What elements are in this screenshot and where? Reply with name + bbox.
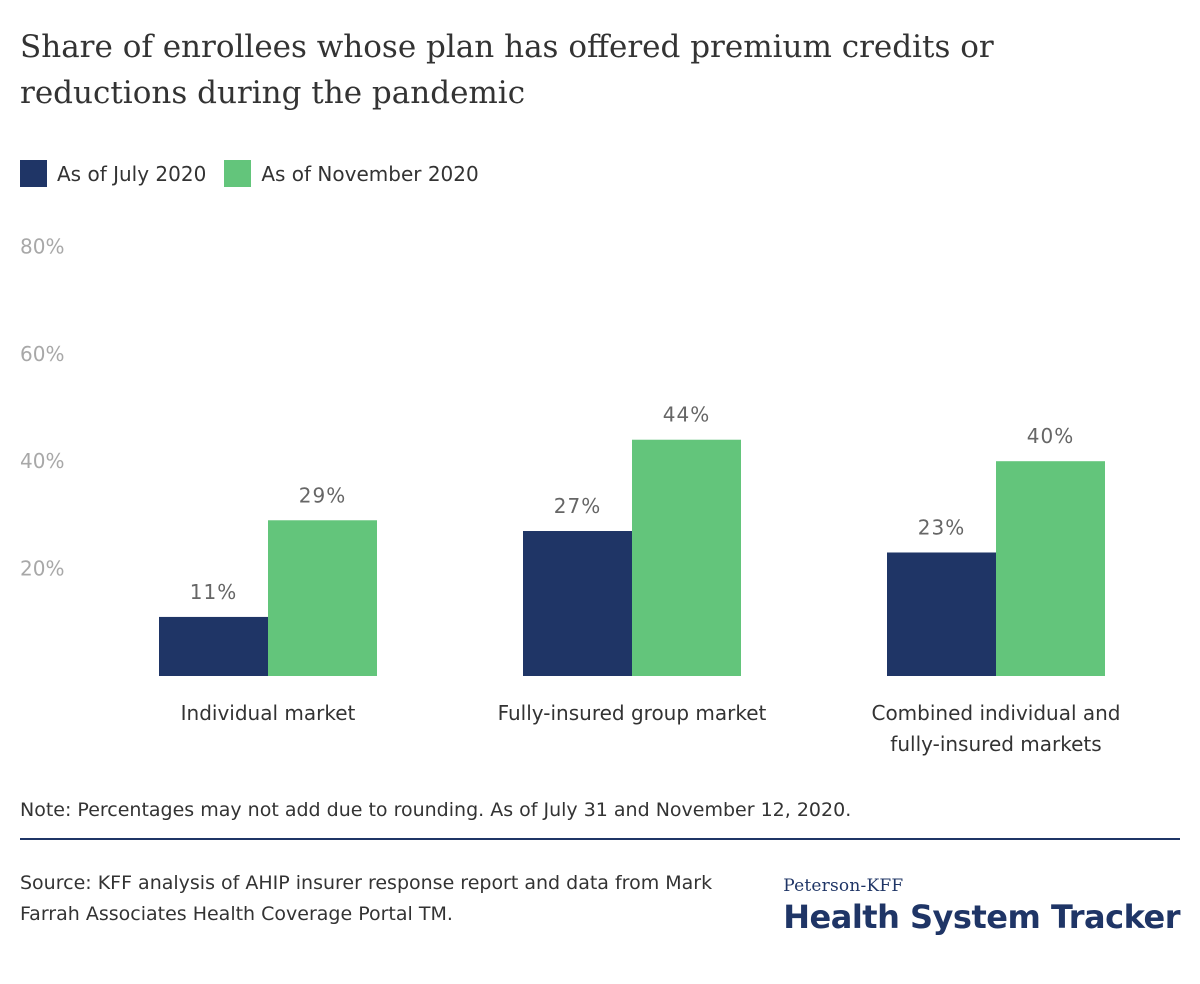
bar [268, 520, 377, 676]
bar [887, 552, 996, 676]
data-label: 40% [1027, 424, 1074, 448]
y-tick-label: 60% [20, 342, 64, 366]
legend-label-july: As of July 2020 [57, 161, 207, 186]
legend-label-november: As of November 2020 [261, 161, 479, 186]
logo: Peterson-KFF Health System Tracker [783, 876, 1180, 936]
bar [996, 461, 1105, 676]
chart-title: Share of enrollees whose plan has offere… [20, 29, 994, 111]
divider [20, 838, 1180, 840]
category-label: Combined individual and fully-insured mar… [871, 701, 1120, 756]
legend-item-november: As of November 2020 [224, 160, 479, 187]
data-label: 27% [554, 494, 601, 518]
bar [159, 616, 268, 676]
category-label: Fully-insured group market [498, 701, 767, 725]
bar-chart: 20% 40% 60% 80% 11% 29% 27% 44% 23% 40% Individual… [20, 234, 1121, 756]
y-tick-label: 80% [20, 234, 64, 258]
legend-swatch-november [224, 160, 252, 187]
data-label: 11% [190, 580, 237, 604]
data-label: 23% [918, 515, 965, 539]
category-label-line: Individual market [181, 701, 356, 725]
category-label-line: fully-insured markets [890, 732, 1101, 756]
data-label: 44% [663, 403, 710, 427]
chart-note: Note: Percentages may not add due to rou… [20, 799, 852, 821]
legend: As of July 2020 As of November 2020 [20, 160, 497, 187]
category-label-line: Combined individual and [871, 701, 1120, 725]
logo-main-text: Health System Tracker [783, 898, 1180, 936]
category-label-line: Fully-insured group market [498, 701, 767, 725]
bar [632, 439, 741, 676]
category-label: Individual market [181, 701, 356, 725]
chart-source: Source: KFF analysis of AHIP insurer res… [20, 872, 713, 925]
data-label: 29% [299, 483, 346, 507]
legend-item-july: As of July 2020 [20, 160, 206, 187]
logo-top-text: Peterson-KFF [783, 876, 904, 896]
legend-swatch-july [20, 160, 47, 187]
bar [523, 531, 632, 676]
y-tick-label: 40% [20, 449, 64, 473]
y-tick-label: 20% [20, 557, 64, 581]
